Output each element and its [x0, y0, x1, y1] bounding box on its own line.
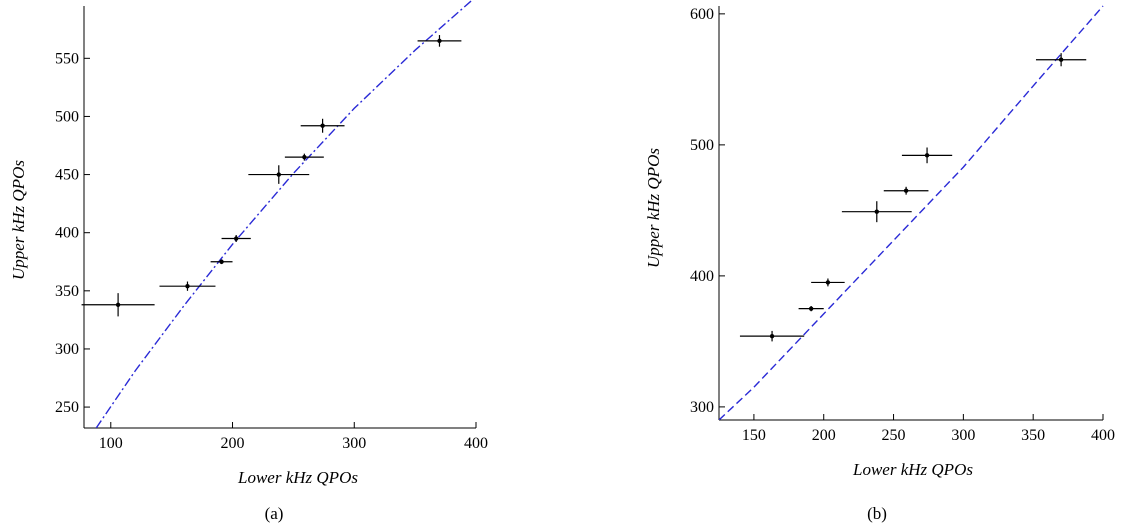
panel-b-x-tick-label: 400	[1091, 427, 1115, 444]
panel-b-x-tick-label: 300	[951, 427, 975, 444]
panel-b-y-tick-label: 600	[690, 6, 714, 23]
panel-b-error-bars	[739, 53, 1087, 342]
chart-panel-a: 100 200 300 400 250 300 350 400 450 500 550 Lower …	[9, 0, 488, 523]
panel-b-data-point	[798, 306, 824, 312]
panel-b-y-tick-label: 400	[690, 268, 714, 285]
panel-b-fit-line	[719, 5, 1104, 420]
panel-a-point-marker	[302, 154, 307, 160]
panel-a-fit-line	[95, 0, 474, 428]
panel-a-point-marker	[233, 236, 239, 241]
panel-b-data-point	[739, 330, 805, 342]
panel-b-data-point	[883, 186, 929, 195]
panel-b-y-tick-label: 300	[690, 399, 714, 416]
panel-a-y-tick-label: 500	[55, 108, 79, 125]
panel-a-fit-curve	[95, 0, 474, 428]
panel-a-y-tick-label: 300	[55, 341, 79, 358]
panel-a-data-point	[81, 293, 155, 317]
panel-b-y-tick-label: 500	[690, 137, 714, 154]
panel-a-data-point	[159, 281, 216, 291]
panel-b-x-tick-label: 350	[1021, 427, 1045, 444]
panel-b-point-marker	[825, 280, 831, 285]
panel-b-x-axis-title: Lower kHz QPOs	[852, 460, 973, 479]
panel-a-x-tick-label: 300	[342, 435, 366, 452]
panel-b-point-marker	[903, 188, 909, 193]
panel-a-y-tick-label: 550	[55, 50, 79, 67]
panel-a-x-axis-title: Lower kHz QPOs	[237, 468, 358, 487]
panel-a-caption: (a)	[265, 504, 284, 523]
panel-a-ticks: 100 200 300 400 250 300 350 400 450 500 550	[55, 50, 488, 452]
panel-a-data-point	[248, 165, 310, 184]
panel-a-x-tick-label: 400	[464, 435, 488, 452]
panel-a-y-axis-title: Upper kHz QPOs	[9, 160, 28, 280]
panel-a-error-bars	[81, 35, 462, 317]
panel-a-data-point	[221, 235, 251, 242]
panel-a-point-marker	[185, 283, 190, 289]
panel-b-data-point	[901, 147, 953, 164]
panel-b-point-marker	[769, 333, 775, 339]
panel-b-data-point	[811, 278, 845, 287]
panel-a-data-point	[210, 259, 233, 265]
panel-b-caption: (b)	[867, 504, 887, 523]
panel-b-x-tick-label: 250	[882, 427, 906, 444]
panel-a-point-marker	[437, 38, 442, 44]
panel-b-point-marker	[808, 306, 814, 311]
panel-b-point-marker	[874, 209, 879, 214]
panel-b-fit-curve	[719, 5, 1104, 420]
panel-a-y-tick-label: 250	[55, 399, 79, 416]
panel-b-ticks: 150 200 250 300 350 400 300 400 500 600	[690, 6, 1115, 444]
panel-b-data-point	[1035, 53, 1087, 67]
panel-b-y-axis-title: Upper kHz QPOs	[644, 148, 663, 268]
panel-a-y-tick-label: 350	[55, 283, 79, 300]
panel-b-point-marker	[924, 153, 930, 158]
panel-a-x-tick-label: 200	[221, 435, 245, 452]
panel-a-point-marker	[219, 259, 224, 264]
panel-a-x-tick-label: 100	[99, 435, 123, 452]
panel-a-point-marker	[115, 302, 121, 307]
panel-a-y-tick-label: 450	[55, 167, 79, 184]
panel-b-x-tick-label: 150	[742, 427, 766, 444]
panel-b-data-point	[841, 201, 912, 223]
chart-panel-b: 150 200 250 300 350 400 300 400 500 600 Lower kHz…	[644, 5, 1115, 523]
panel-b-x-tick-label: 200	[812, 427, 836, 444]
panel-a-data-point	[417, 35, 462, 47]
panel-a-data-point	[300, 118, 345, 133]
panel-a-y-tick-label: 400	[55, 225, 79, 242]
panel-b-point-marker	[1058, 57, 1064, 62]
panel-a-point-marker	[276, 172, 281, 177]
panel-a-data-point	[284, 153, 324, 161]
panel-a-point-marker	[320, 123, 325, 128]
